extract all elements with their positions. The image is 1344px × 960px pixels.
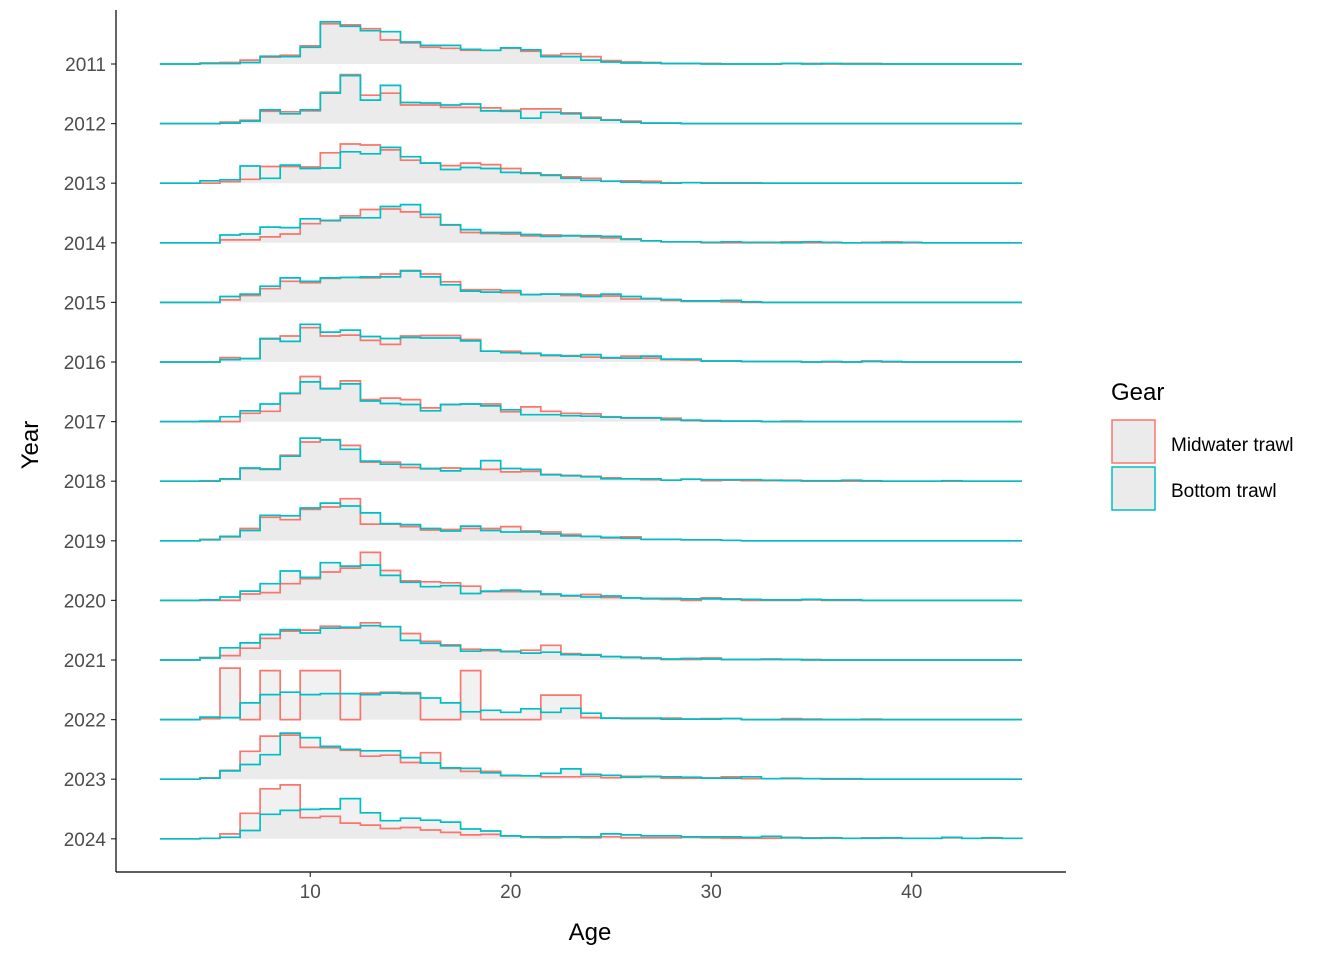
ridge-fill-bottom-2015 bbox=[159, 271, 1022, 303]
ridge-2023 bbox=[159, 732, 1022, 781]
ridge-fill-bottom-2024 bbox=[159, 798, 1022, 839]
ridge-2015 bbox=[159, 269, 1022, 304]
y-tick-label-2013: 2013 bbox=[64, 174, 106, 195]
y-tick-label-2019: 2019 bbox=[64, 532, 106, 553]
ridge-2024 bbox=[159, 784, 1023, 840]
ridge-2013 bbox=[159, 143, 1022, 185]
y-tick-label-2014: 2014 bbox=[64, 234, 107, 255]
ridge-line-bottom-2018 bbox=[159, 437, 1022, 483]
legend-title: Gear bbox=[1111, 379, 1164, 406]
ridge-fill-bottom-2014 bbox=[159, 204, 1022, 243]
y-tick-label-2017: 2017 bbox=[64, 413, 106, 434]
ridge-line-bottom-2015 bbox=[159, 270, 1022, 304]
legend-key-midwater bbox=[1111, 419, 1156, 464]
ridge-line-bottom-2023 bbox=[159, 732, 1022, 781]
ridge-2017 bbox=[159, 375, 1022, 423]
x-axis: 10 20 30 40 bbox=[116, 871, 1066, 903]
ridge-fill-bottom-2020 bbox=[159, 562, 1022, 601]
ridge-2018 bbox=[159, 437, 1022, 483]
ridge-2012 bbox=[159, 73, 1022, 125]
y-tick-label-2012: 2012 bbox=[64, 115, 106, 136]
plot-area bbox=[159, 21, 1023, 840]
legend-item-midwater: Midwater trawl bbox=[1111, 419, 1293, 464]
ridge-2019 bbox=[159, 497, 1022, 542]
ridge-line-bottom-2021 bbox=[159, 624, 1022, 661]
ridge-line-bottom-2016 bbox=[159, 323, 1022, 363]
ridge-line-bottom-2020 bbox=[159, 561, 1022, 602]
x-tick-label-40: 40 bbox=[901, 882, 922, 903]
y-axis-title: Year bbox=[17, 421, 44, 470]
y-tick-label-2022: 2022 bbox=[64, 711, 106, 732]
ridge-line-bottom-2014 bbox=[159, 203, 1022, 244]
ridge-fill-bottom-2017 bbox=[159, 381, 1022, 422]
legend-item-bottom: Bottom trawl bbox=[1111, 466, 1277, 511]
x-axis-title: Age bbox=[569, 919, 612, 946]
ridge-line-bottom-2012 bbox=[159, 74, 1022, 125]
y-tick-label-2021: 2021 bbox=[64, 651, 106, 672]
legend-key-bottom bbox=[1111, 466, 1156, 511]
ridge-line-bottom-2017 bbox=[159, 381, 1022, 423]
x-tick-label-20: 20 bbox=[500, 882, 521, 903]
ridge-2020 bbox=[159, 551, 1022, 602]
y-tick-label-2015: 2015 bbox=[64, 293, 106, 314]
legend: Gear Midwater trawl Bottom trawl bbox=[1111, 379, 1293, 511]
y-tick-label-2024: 2024 bbox=[64, 830, 107, 851]
ridge-fill-bottom-2016 bbox=[159, 324, 1022, 362]
x-tick-label-30: 30 bbox=[701, 882, 722, 903]
ridge-line-bottom-2024 bbox=[159, 797, 1023, 840]
y-tick-label-2018: 2018 bbox=[64, 472, 106, 493]
y-tick-label-2020: 2020 bbox=[64, 591, 106, 612]
ridge-line-bottom-2011 bbox=[159, 21, 1022, 65]
ridge-fill-bottom-2013 bbox=[159, 147, 1022, 184]
y-tick-label-2016: 2016 bbox=[64, 353, 106, 374]
y-tick-label-2023: 2023 bbox=[64, 770, 106, 791]
ridge-line-bottom-2022 bbox=[159, 691, 1022, 721]
ridge-fill-bottom-2022 bbox=[159, 692, 1022, 720]
x-tick-label-10: 10 bbox=[300, 882, 321, 903]
ridge-fill-bottom-2011 bbox=[159, 21, 1022, 64]
ridge-2021 bbox=[159, 621, 1022, 661]
ridge-fill-bottom-2012 bbox=[159, 75, 1022, 124]
legend-label-midwater: Midwater trawl bbox=[1171, 435, 1293, 456]
ridge-2022 bbox=[159, 667, 1022, 721]
y-axis: 2011 2012 2013 2014 2015 2016 2017 2018 2019 2020… bbox=[64, 10, 117, 872]
legend-label-bottom: Bottom trawl bbox=[1171, 481, 1277, 502]
ridge-fill-bottom-2018 bbox=[159, 438, 1022, 482]
ridge-fill-bottom-2023 bbox=[159, 733, 1022, 780]
ridge-line-bottom-2019 bbox=[159, 502, 1022, 542]
ridge-2011 bbox=[159, 21, 1022, 65]
ridge-2014 bbox=[159, 203, 1022, 244]
y-tick-label-2011: 2011 bbox=[65, 55, 106, 76]
ridge-fill-bottom-2021 bbox=[159, 625, 1022, 660]
ridge-2016 bbox=[159, 323, 1022, 363]
ridge-line-bottom-2013 bbox=[159, 146, 1022, 185]
ridge-fill-bottom-2019 bbox=[159, 503, 1022, 541]
